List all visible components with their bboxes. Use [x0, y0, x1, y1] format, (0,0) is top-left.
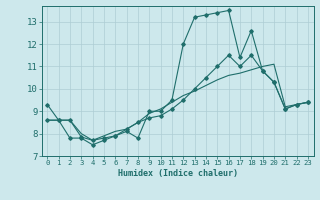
X-axis label: Humidex (Indice chaleur): Humidex (Indice chaleur): [118, 169, 237, 178]
